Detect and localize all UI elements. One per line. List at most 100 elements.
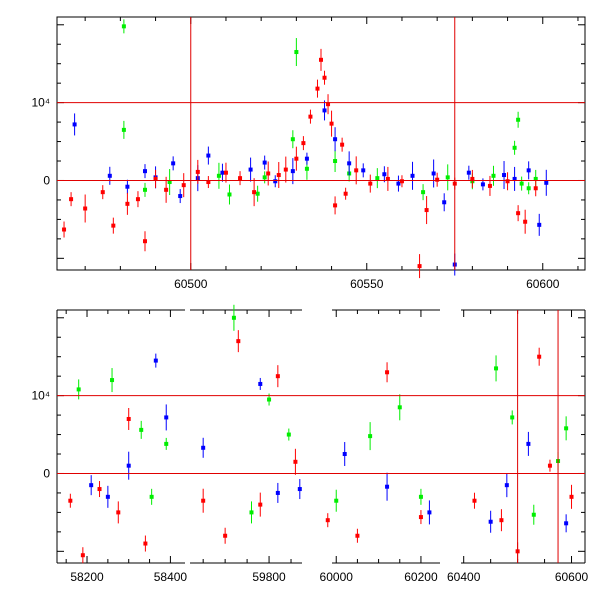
data-point [424,208,429,213]
data-point [531,512,536,517]
data-point [382,172,387,177]
data-point [564,426,569,431]
data-point [361,168,366,173]
data-point [421,190,426,195]
data-point [385,176,390,181]
x-tick-label: 58400 [154,570,188,584]
data-point [516,117,521,122]
data-point [62,227,67,232]
data-point [69,197,74,202]
data-point [333,203,338,208]
data-point [304,156,309,161]
y-tick-label: 10⁴ [31,96,50,110]
data-point [206,153,211,158]
data-point [97,487,102,492]
data-point [83,206,88,211]
data-point [286,432,291,437]
x-tick-label: 60550 [350,277,384,291]
data-point [533,176,538,181]
data-point [153,358,158,363]
data-point [385,370,390,375]
data-point [143,541,148,546]
data-point [293,459,298,464]
data-point [564,521,569,526]
y-tick-label: 0 [43,466,50,480]
data-point [248,167,253,172]
data-point [466,170,471,175]
data-point [315,86,320,91]
data-point [111,223,116,228]
data-point [547,463,552,468]
data-point [491,173,496,178]
y-tick-label: 10⁴ [31,389,50,403]
data-point [167,180,172,185]
data-point [100,190,105,195]
data-point [275,490,280,495]
data-point [262,160,267,165]
data-point [347,161,352,166]
data-point [258,502,263,507]
data-point [322,108,327,113]
data-point [499,518,504,523]
data-point [153,176,158,181]
data-point [399,179,404,184]
data-point [487,183,492,188]
data-point [410,173,415,178]
data-point [435,177,440,182]
data-point [110,378,115,383]
data-point [519,181,524,186]
x-tick-label: 60600 [526,277,560,291]
data-point [223,170,228,175]
data-point [569,494,574,499]
data-point [249,510,254,515]
data-point [164,187,169,192]
data-point [262,175,267,180]
data-point [431,171,436,176]
data-point [201,445,206,450]
data-point [294,50,299,55]
data-point [258,381,263,386]
plot-frame [56,16,586,271]
data-point [480,182,485,187]
data-point [342,452,347,457]
data-point [368,181,373,186]
data-point [502,173,507,178]
data-point [143,169,147,174]
data-point [319,57,323,62]
data-point [126,416,131,421]
data-point [333,137,338,142]
data-point [526,186,531,191]
data-point [322,75,327,80]
data-point [417,264,422,269]
data-point [125,201,130,206]
data-point [355,533,360,538]
data-point [445,175,450,180]
data-point [76,387,81,392]
data-point [164,441,169,446]
data-point [201,498,206,503]
data-point [171,161,176,166]
data-point [504,483,509,488]
x-tick-label: 58200 [70,570,104,584]
data-point [216,173,221,178]
data-point [297,487,302,492]
x-tick-label: 60000 [320,570,354,584]
data-point [544,180,549,185]
data-point [68,498,73,503]
data-point [290,137,295,142]
data-point [231,315,236,320]
data-point [206,180,211,185]
data-point [275,374,280,379]
data-point [178,194,183,199]
data-point [537,222,542,227]
data-point [512,176,517,181]
data-point [526,168,531,173]
data-point [80,553,85,558]
data-point [396,181,401,186]
data-point [135,197,140,202]
data-point [523,219,528,224]
x-tick-label: 59800 [252,570,286,584]
data-point [89,483,94,488]
data-point [343,191,348,196]
